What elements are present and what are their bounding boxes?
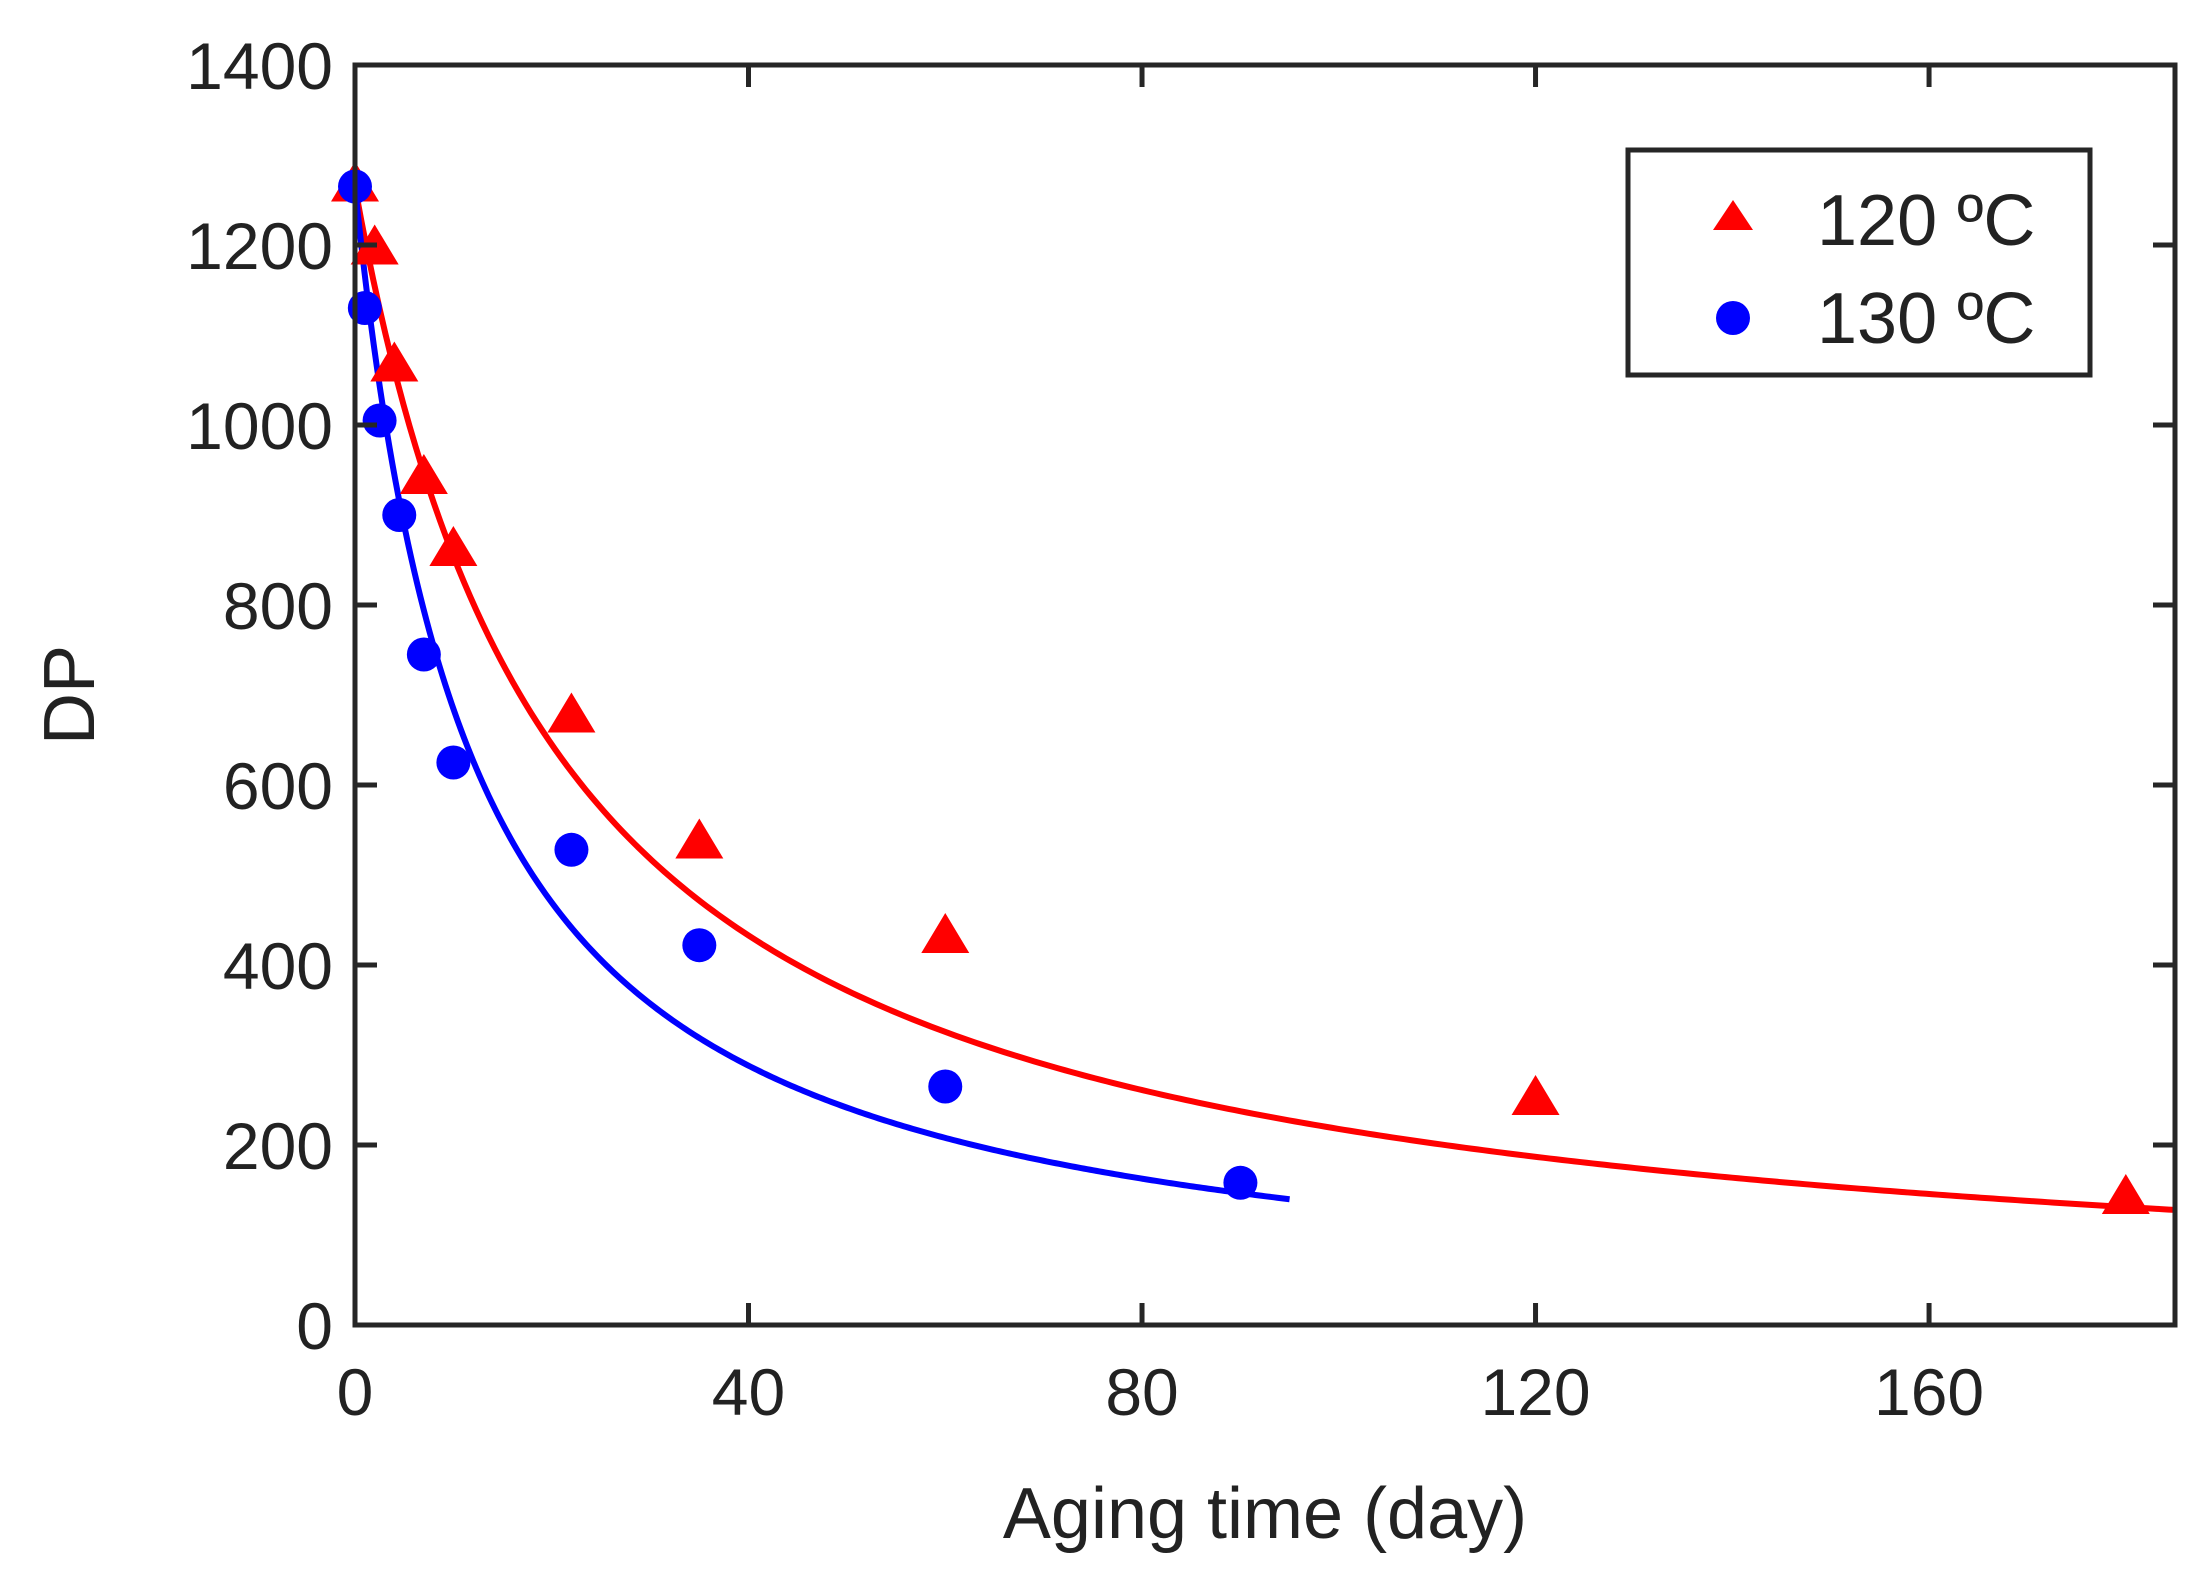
legend-label-120: 120 ºC [1817, 181, 2035, 261]
data-point-triangle [370, 341, 419, 382]
data-point-triangle [675, 818, 724, 859]
data-point-circle [1223, 1165, 1258, 1200]
x-tick-label: 0 [337, 1355, 374, 1429]
fit-line-series-0 [352, 185, 2176, 1213]
data-point-triangle [1511, 1075, 1560, 1115]
x-tick-label: 160 [1874, 1355, 1984, 1429]
data-point-triangle [2101, 1174, 2150, 1214]
tick-labels: 0 40 80 120 160 0 200 400 600 800 1000 1200 1400 [186, 29, 1984, 1429]
data-point-triangle [429, 526, 478, 566]
data-point-triangle [921, 913, 970, 953]
legend: 120 ºC 130 ºC [1625, 147, 2093, 378]
data-point-circle [362, 403, 397, 438]
legend-circle-icon [1716, 301, 1750, 335]
data-point-triangle [399, 454, 448, 494]
y-tick-label: 400 [223, 929, 333, 1003]
data-point-circle [382, 498, 417, 532]
data-point-circle [554, 832, 589, 867]
y-tick-label: 800 [223, 569, 333, 643]
legend-triangle-icon [1713, 200, 1753, 230]
y-tick-label: 1400 [186, 29, 333, 103]
x-tick-label: 120 [1480, 1355, 1590, 1429]
data-point-circle [436, 745, 471, 780]
y-axis-title: DP [30, 645, 110, 745]
plot-frame [352, 62, 2178, 1328]
y-tick-label: 1200 [186, 209, 333, 283]
data-point-triangle [547, 692, 596, 733]
y-tick-label: 1000 [186, 389, 333, 463]
y-tick-label: 200 [223, 1109, 333, 1183]
fit-line-series-1 [352, 186, 1290, 1203]
data-point-circle [406, 637, 441, 672]
legend-box [1625, 147, 2093, 378]
legend-label-130: 130 ºC [1817, 279, 2035, 359]
data-point-circle [928, 1069, 963, 1104]
x-axis-title: Aging time (day) [1003, 1474, 1527, 1554]
x-tick-label: 80 [1105, 1355, 1178, 1429]
y-tick-label: 0 [296, 1289, 333, 1363]
x-tick-label: 40 [712, 1355, 785, 1429]
fit-curves [352, 185, 2176, 1213]
data-point-circle [682, 928, 717, 963]
y-tick-label: 600 [223, 749, 333, 823]
